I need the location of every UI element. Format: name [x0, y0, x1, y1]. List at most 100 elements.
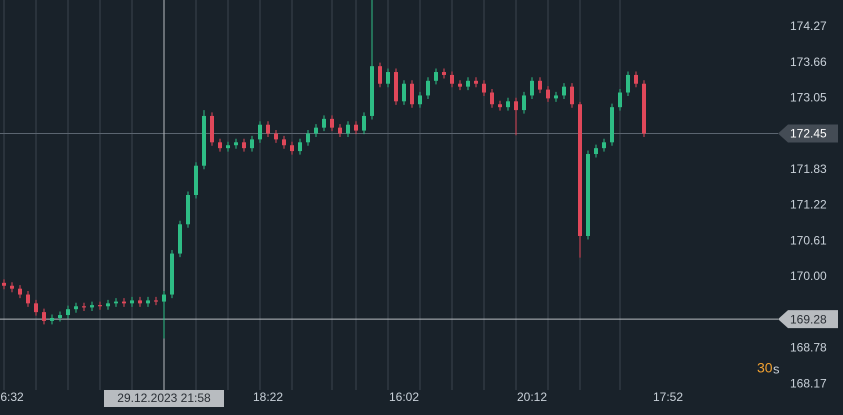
candle-body: [250, 139, 254, 149]
y-tick-label: 168.78: [790, 341, 827, 355]
candle-body: [418, 95, 422, 105]
candle-body: [106, 303, 110, 307]
candle-body: [554, 95, 558, 99]
candle-body: [290, 145, 294, 152]
candle-body: [426, 80, 430, 96]
candle-body: [50, 317, 54, 321]
candle-body: [226, 145, 230, 149]
candle-body: [626, 74, 630, 93]
candle-body: [306, 133, 310, 143]
candle-body: [506, 101, 510, 108]
x-tick-label: 6:32: [0, 390, 24, 404]
crosshair-price-label-bg: [778, 310, 838, 329]
y-tick-label: 173.66: [790, 55, 827, 69]
candle-body: [354, 124, 358, 131]
candle-body: [90, 305, 94, 308]
y-tick-label: 171.83: [790, 162, 827, 176]
candle-body: [138, 300, 142, 304]
candle-body: [346, 124, 350, 134]
candle-body: [178, 224, 182, 254]
candle-body: [474, 80, 478, 84]
y-tick-label: 170.00: [790, 269, 827, 283]
candle-body: [434, 72, 438, 81]
candle-body: [642, 83, 646, 134]
candle-body: [82, 306, 86, 308]
x-tick-label: 16:02: [389, 390, 419, 404]
candle-body: [482, 83, 486, 93]
candle-body: [26, 294, 30, 304]
candle-body: [594, 148, 598, 155]
candle-body: [442, 72, 446, 75]
crosshair-price-label: 169.28: [790, 312, 827, 326]
candle-body: [34, 303, 38, 313]
candle-body: [130, 300, 134, 304]
candle-body: [402, 83, 406, 102]
candle-body: [194, 165, 198, 195]
candle-body: [602, 142, 606, 149]
candle-body: [610, 107, 614, 143]
candle-body: [538, 80, 542, 90]
candle-body: [202, 115, 206, 166]
candle-body: [42, 312, 46, 321]
candle-body: [114, 301, 118, 304]
candle-body: [154, 300, 158, 302]
candle-body: [266, 124, 270, 134]
y-tick-label: 171.22: [790, 198, 827, 212]
candle-body: [530, 80, 534, 96]
candle-body: [546, 89, 550, 99]
candle-body: [74, 306, 78, 310]
candle-body: [618, 92, 622, 108]
x-tick-label: 17:52: [653, 390, 683, 404]
candle-body: [314, 127, 318, 134]
candle-body: [458, 83, 462, 87]
candle-body: [98, 305, 102, 307]
candle-body: [634, 74, 638, 84]
candle-body: [274, 133, 278, 140]
candle-body: [18, 288, 22, 295]
candle-body: [498, 104, 502, 108]
candle-body: [242, 142, 246, 149]
candle-body: [466, 80, 470, 87]
candle-body: [170, 253, 174, 295]
candle-body: [370, 66, 374, 116]
candle-body: [410, 83, 414, 105]
candle-body: [66, 309, 70, 316]
candle-body: [58, 315, 62, 318]
candle-body: [234, 142, 238, 146]
y-tick-label: 174.27: [790, 19, 827, 33]
y-tick-label: 170.61: [790, 233, 827, 247]
candle-body: [586, 154, 590, 236]
candle-body: [338, 127, 342, 134]
y-tick-label: 168.17: [790, 376, 827, 390]
current-price-label: 172.45: [790, 127, 827, 141]
candle-body: [146, 300, 150, 304]
current-price-label-bg: [778, 124, 838, 143]
candle-body: [570, 86, 574, 105]
candle-body: [186, 195, 190, 225]
candle-body: [1, 282, 6, 286]
candle-body: [378, 66, 382, 84]
candle-body: [218, 142, 222, 149]
interval-value: 30: [757, 360, 773, 376]
candle-body: [258, 124, 262, 140]
x-tick-label: 18:22: [253, 390, 283, 404]
candle-body: [562, 86, 566, 96]
crosshair-time-bg: [104, 390, 224, 407]
candle-body: [514, 101, 518, 111]
candle-body: [362, 115, 366, 131]
candle-body: [210, 115, 214, 143]
candle-body: [386, 72, 390, 84]
candle-body: [394, 72, 398, 102]
candle-body: [330, 118, 334, 128]
y-tick-label: 173.05: [790, 91, 827, 105]
candle-body: [282, 139, 286, 146]
candle-body: [122, 301, 126, 304]
x-tick-label: 20:12: [517, 390, 547, 404]
crosshair-time-label: 29.12.2023 21:58: [117, 391, 211, 405]
candle-body: [490, 92, 494, 105]
candle-body: [10, 285, 14, 289]
candle-body: [162, 294, 166, 302]
candle-body: [522, 95, 526, 111]
